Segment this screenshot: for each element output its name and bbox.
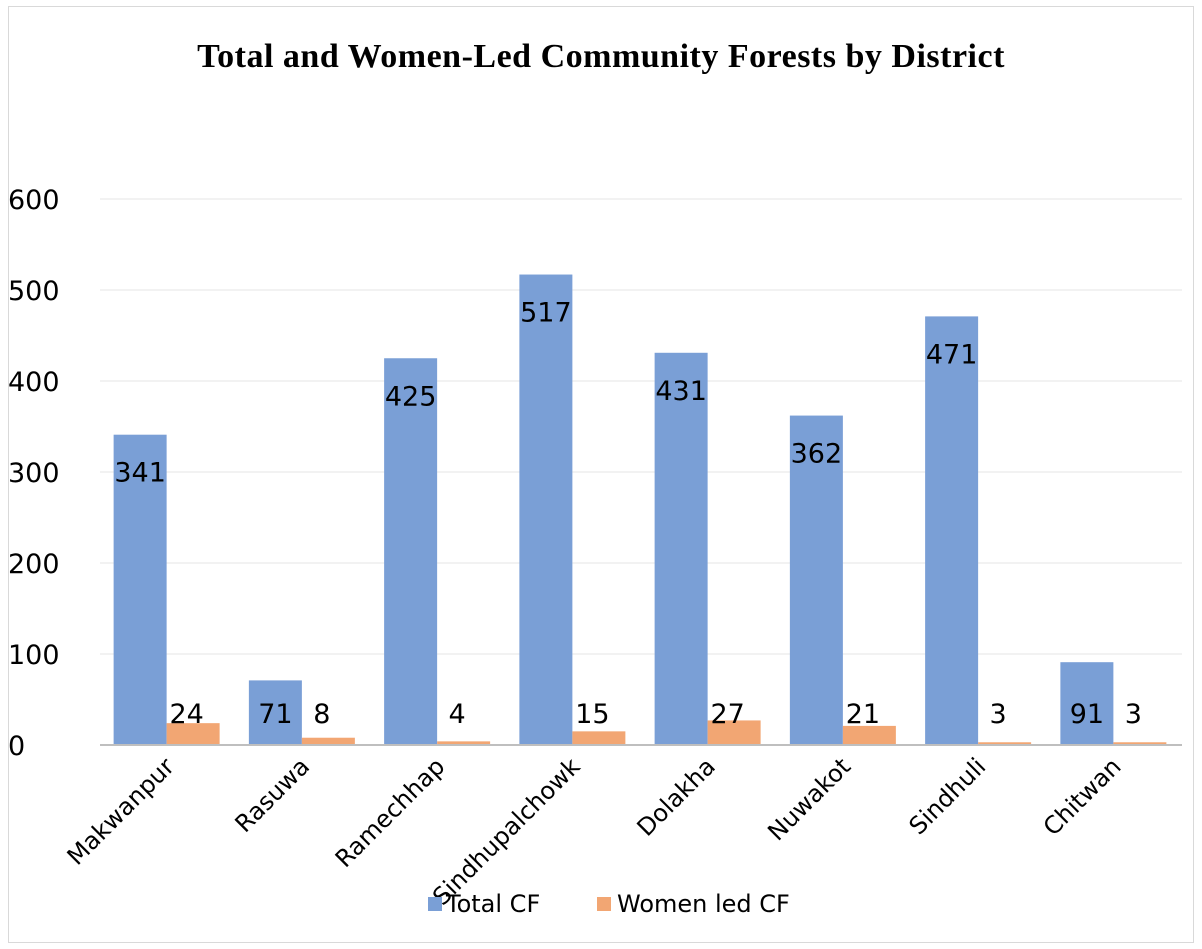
x-category-label: Chitwan [1038,752,1127,841]
y-tick-label: 0 [8,731,25,762]
chart-frame [8,6,1194,943]
bar-women-led-cf [978,742,1032,745]
data-label-women-led-cf: 21 [846,699,880,730]
legend-label-women-led-cf: Women led CF [617,890,790,918]
data-label-women-led-cf: 8 [313,699,330,730]
data-label-women-led-cf: 15 [575,699,609,730]
bar-total-cf [654,352,708,745]
bar-total-cf [925,316,979,745]
legend-swatch-total-cf [428,897,442,911]
bar-women-led-cf [437,741,491,745]
data-label-total-cf: 517 [520,298,572,329]
y-axis-ticks: 0 100 200 300 400 500 600 [8,185,60,762]
x-category-label: Dolakha [632,752,721,841]
data-label-total-cf: 362 [791,439,843,470]
bars [113,274,1167,745]
legend-label-total-cf: Total CF [445,890,540,918]
y-tick-label: 500 [8,276,60,307]
bar-total-cf [789,415,843,745]
y-tick-label: 100 [8,640,60,671]
bar-women-led-cf [301,737,355,745]
bar-total-cf [113,434,167,745]
data-label-women-led-cf: 4 [449,699,466,730]
x-category-label: Rasuwa [230,752,315,837]
legend: Total CF Women led CF [428,890,790,918]
bar-total-cf [1060,662,1114,745]
y-tick-label: 300 [8,458,60,489]
bar-women-led-cf [707,720,761,745]
data-label-total-cf: 71 [258,699,292,730]
data-label-women-led-cf: 27 [710,699,744,730]
chart-title: Total and Women-Led Community Forests by… [197,38,1005,75]
data-label-total-cf: 471 [926,339,978,370]
y-tick-label: 200 [8,549,60,580]
data-label-women-led-cf: 3 [1125,699,1142,730]
x-category-label: Makwanpur [62,752,180,870]
x-category-label: Sindhupalchowk [427,752,585,910]
data-labels: 341 24 71 8 425 4 517 15 431 27 362 21 471 3 91 3 [114,298,1142,730]
y-tick-label: 600 [8,185,60,216]
bar-total-cf [384,358,438,745]
bar-women-led-cf [166,723,220,745]
x-category-label: Nuwakot [762,752,856,846]
bar-women-led-cf [842,725,896,745]
data-label-total-cf: 341 [114,458,166,489]
data-label-total-cf: 91 [1070,699,1104,730]
data-label-total-cf: 431 [655,376,707,407]
x-category-label: Ramechhap [330,752,451,873]
bar-total-cf [248,680,302,745]
y-tick-label: 400 [8,367,60,398]
bar-women-led-cf [572,731,626,745]
x-category-label: Sindhuli [904,752,992,840]
bar-women-led-cf [1113,742,1167,745]
bar-total-cf [519,274,573,745]
data-label-total-cf: 425 [385,381,437,412]
legend-swatch-women-led-cf [597,897,611,911]
data-label-women-led-cf: 24 [169,699,203,730]
gridlines [100,198,1182,655]
data-label-women-led-cf: 3 [990,699,1007,730]
